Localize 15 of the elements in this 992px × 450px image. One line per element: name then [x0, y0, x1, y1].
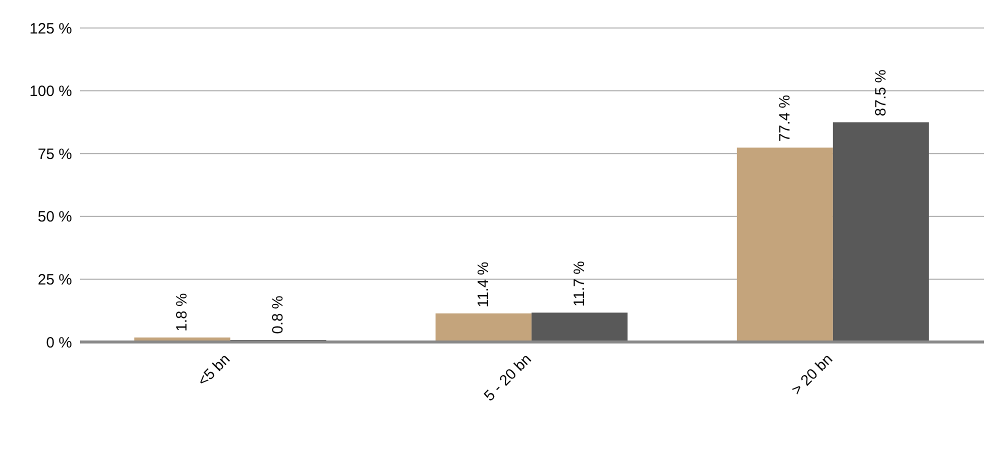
y-tick-label: 100 %	[29, 83, 72, 100]
y-tick-label: 0 %	[46, 334, 72, 352]
x-tick-label: <5 bn	[194, 350, 234, 390]
data-label: 87.5 %	[872, 69, 890, 116]
data-label: 77.4 %	[776, 94, 794, 142]
data-label: 1.8 %	[174, 293, 191, 332]
y-tick-label: 25 %	[38, 272, 72, 289]
data-label: 11.4 %	[475, 262, 492, 308]
x-tick-label: > 20 bn	[788, 350, 836, 399]
y-tick-label: 125 %	[29, 20, 72, 38]
data-label: 11.7 %	[571, 261, 588, 307]
data-label: 0.8 %	[270, 296, 287, 334]
y-tick-label: 75 %	[38, 146, 72, 163]
x-tick-label: 5 - 20 bn	[480, 350, 535, 405]
y-tick-label: 50 %	[38, 208, 72, 226]
